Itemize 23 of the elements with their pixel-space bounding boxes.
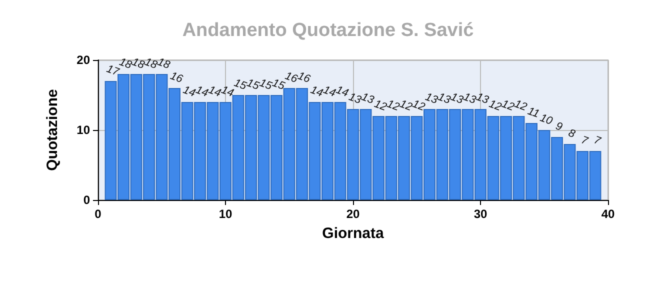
data-label: 9 bbox=[554, 120, 564, 134]
y-tick-label: 0 bbox=[83, 193, 90, 207]
data-label: 11 bbox=[526, 105, 541, 120]
data-label: 8 bbox=[566, 127, 578, 141]
data-label: 14 bbox=[220, 84, 236, 100]
data-label: 14 bbox=[181, 84, 197, 100]
y-tick-label: 10 bbox=[76, 123, 90, 137]
data-label: 17 bbox=[104, 63, 122, 79]
y-axis-title: Quotazione bbox=[44, 89, 61, 171]
data-label: 7 bbox=[579, 134, 590, 148]
x-tick-label: 0 bbox=[94, 207, 102, 221]
x-tick-label: 20 bbox=[346, 207, 360, 221]
data-label: 10 bbox=[538, 112, 555, 128]
data-label: 16 bbox=[296, 70, 313, 86]
data-label: 16 bbox=[168, 70, 186, 86]
x-axis-title: Giornata bbox=[322, 225, 384, 242]
data-label: 7 bbox=[592, 134, 603, 148]
chart-title: Andamento Quotazione S. Savić bbox=[182, 20, 474, 41]
x-tick-label: 10 bbox=[218, 207, 232, 221]
y-tick-label: 20 bbox=[76, 53, 90, 67]
x-tick-label: 40 bbox=[601, 207, 615, 221]
x-tick-label: 30 bbox=[474, 207, 488, 221]
data-label: 14 bbox=[308, 84, 324, 100]
